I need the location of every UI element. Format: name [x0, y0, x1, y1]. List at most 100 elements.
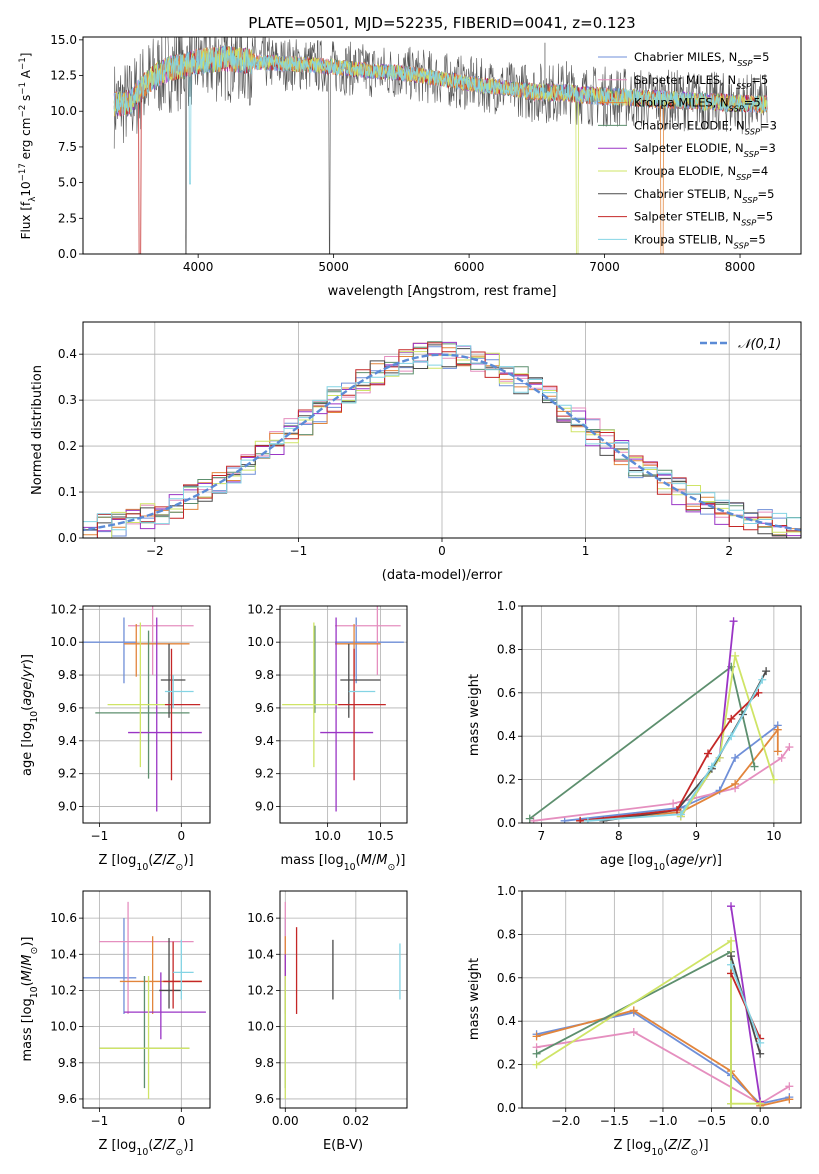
spectrum-frame	[82, 36, 802, 255]
age-vs-mass-ytick-label: 9.0	[255, 800, 274, 814]
age-vs-mass-ytick-label: 9.8	[255, 668, 274, 682]
massweight-vs-age-panel: 7 8 9 10 0.0 0.2 0.4 0.6 0.8 1.0	[497, 599, 802, 843]
massweight-vs-Z-marker	[532, 1060, 541, 1069]
mass-ylabel: mass [log10(M/M⊙)]	[20, 937, 40, 1062]
normal-curve	[83, 353, 801, 532]
mass-vs-Z-ytick-label: 10.6	[50, 911, 77, 925]
zaxis-label: Z [log10(Z/Z⊙)]	[98, 853, 193, 873]
spectrum-xtick-label: 4000	[183, 260, 214, 274]
massweight-vs-age-marker	[576, 816, 585, 823]
residuals-xtick-label: −2	[146, 544, 164, 558]
age-vs-mass-plot-area	[282, 606, 404, 812]
age-vs-mass-ytick-label: 10.2	[247, 602, 274, 616]
mass-vs-EBV-ytick-label: 10.6	[247, 911, 274, 925]
residuals-xtick-label: 0	[438, 544, 446, 558]
residuals-ytick-label: 0.0	[58, 531, 77, 545]
massweight-vs-age-marker	[669, 799, 678, 808]
residuals-xlabel: (data-model)/error	[382, 568, 503, 583]
mass-vs-Z-xtick-label: 0	[178, 1114, 186, 1128]
mass-vs-EBV-ytick-label: 10.2	[247, 983, 274, 997]
spectrum-panel: 4000 5000 6000 7000 8000 0.0 2.5 5.0 7.5 10.0 12.5…	[50, 33, 802, 274]
age-vs-Z-xtick-label: 0	[178, 829, 186, 843]
mass-vs-EBV-xtick-label: 0.00	[272, 1114, 299, 1128]
residuals-xtick-label: 1	[582, 544, 590, 558]
age-vs-mass-xtick-label: 10.5	[367, 829, 394, 843]
residuals-ytick-label: 0.1	[58, 485, 77, 499]
legend-entry: 𝒩(0,1)	[738, 337, 781, 352]
massweight-vs-age-xtick-label: 7	[538, 829, 546, 843]
massweight-vs-Z-marker	[756, 1049, 765, 1058]
age-vs-Z-ytick-label: 9.0	[58, 800, 77, 814]
massweight-ylabel: mass weight	[467, 674, 482, 756]
massweight-vs-age-plot-area	[525, 617, 794, 823]
massweight-vs-Z-line	[730, 964, 762, 1044]
mass-vs-Z-plot-area	[83, 901, 206, 1099]
massweight-vs-age-xtick-label: 8	[615, 829, 623, 843]
spectrum-ytick-label: 0.0	[58, 247, 77, 261]
massweight-vs-age-ytick-label: 0.6	[497, 686, 516, 700]
residuals-ytick-label: 0.2	[58, 439, 77, 453]
massweight-vs-Z-marker	[532, 1032, 541, 1041]
spectrum-ytick-label: 15.0	[50, 33, 77, 47]
spectrum-legend: Chabrier MILES, NSSP=5 Salpeter MILES, NS…	[598, 50, 777, 250]
mass-vs-EBV-xtick-label: 0.02	[342, 1114, 369, 1128]
zaxis-label: Z [log10(Z/Z⊙)]	[613, 1138, 708, 1158]
massweight-vs-age-marker	[560, 816, 569, 823]
age-vs-Z-ytick-label: 9.2	[58, 767, 77, 781]
massweight-vs-age-marker	[762, 667, 771, 676]
zaxis-label: Z [log10(Z/Z⊙)]	[98, 1138, 193, 1158]
massweight-vs-Z-xtick-label: −0.5	[697, 1114, 726, 1128]
massweight-vs-age-line	[587, 679, 764, 822]
massweight-vs-age-marker	[731, 651, 740, 660]
mass-vs-EBV-ytick-label: 10.0	[247, 1020, 274, 1034]
spectrum-ytick-label: 12.5	[50, 69, 77, 83]
residual-histogram	[83, 342, 801, 538]
mass-vs-Z-xtick-label: −1	[91, 1114, 109, 1128]
residuals-ylabel: Normed distribution	[30, 365, 45, 495]
mass-vs-EBV-grid	[280, 891, 407, 1108]
spectrum-ytick-label: 7.5	[58, 140, 77, 154]
massweight-vs-Z-marker	[727, 936, 736, 945]
massweight-vs-age-xtick-label: 9	[693, 829, 701, 843]
massweight-vs-Z-line	[536, 1031, 790, 1105]
residuals-ytick-label: 0.4	[58, 347, 77, 361]
massweight-vs-age-line	[564, 724, 779, 822]
massweight-vs-age-grid	[522, 605, 801, 824]
mass-vs-EBV-ytick-label: 9.6	[255, 1092, 274, 1106]
mass-vs-Z-ytick-label: 10.4	[50, 947, 77, 961]
massweight-vs-Z-plot-area	[532, 902, 794, 1108]
residuals-xtick-label: −1	[290, 544, 308, 558]
massweight-vs-Z-frame	[521, 890, 802, 1109]
spectrum-line	[113, 44, 768, 185]
age-vs-Z-ytick-label: 9.4	[58, 734, 77, 748]
massweight-vs-Z-panel: −2.0 −1.5 −1.0 −0.5 0.0 0.0 0.2 0.4 0.6 0.8 1.0	[497, 884, 802, 1128]
age-vs-mass-xtick-label: 10.0	[314, 829, 341, 843]
spectrum-xtick-label: 6000	[454, 260, 485, 274]
massweight-vs-age-line	[580, 692, 760, 822]
massweight-vs-age-ytick-label: 0.8	[497, 642, 516, 656]
massweight-vs-age-marker	[773, 747, 782, 756]
spectrum-ylabel: Flux [fλ10−17 erg cm−2 s−1 A−1]	[18, 53, 38, 240]
mass-vs-Z-ytick-label: 10.2	[50, 983, 77, 997]
massweight-vs-age-marker	[769, 775, 778, 784]
massweight-vs-age-marker	[729, 617, 738, 626]
spectrum-ytick-label: 5.0	[58, 176, 77, 190]
massweight-vs-Z-marker	[756, 1038, 765, 1047]
age-vs-mass-panel: 10.0 10.5 9.0 9.2 9.4 9.6 9.8 10.0 10.2	[247, 602, 408, 843]
massweight-vs-Z-ytick-label: 0.8	[497, 927, 516, 941]
massweight-vs-Z-marker	[727, 952, 736, 961]
massweight-vs-age-marker	[707, 762, 716, 771]
massweight-vs-age-marker	[773, 725, 782, 734]
legend-entry: Chabrier STELIB, NSSP=5	[634, 187, 774, 205]
massweight-vs-age-marker	[727, 732, 736, 741]
massweight-vs-age-ytick-label: 1.0	[497, 599, 516, 613]
massweight-vs-Z-ytick-label: 0.2	[497, 1058, 516, 1072]
mass-vs-EBV-ytick-label: 10.4	[247, 947, 274, 961]
age-vs-Z-ytick-label: 10.2	[50, 602, 77, 616]
age-vs-Z-grid	[83, 606, 210, 823]
massweight-vs-Z-xtick-label: −1.5	[600, 1114, 629, 1128]
massweight-vs-Z-marker	[532, 1049, 541, 1058]
residuals-panel: −2 −1 0 1 2 0.0 0.1 0.2 0.3 0.4	[58, 321, 802, 558]
age-vs-mass-frame	[279, 605, 408, 824]
